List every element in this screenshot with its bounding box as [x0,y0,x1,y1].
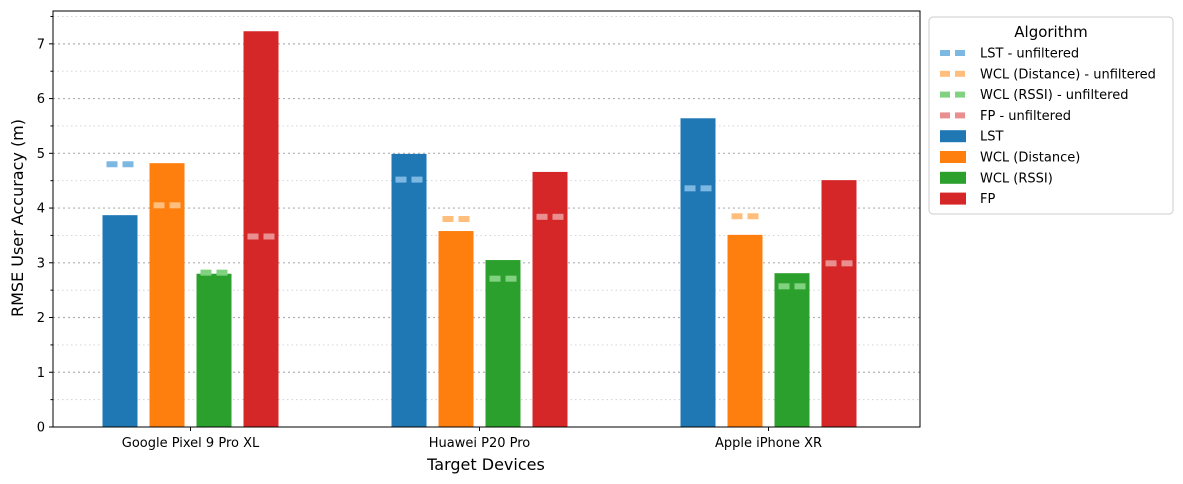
y-axis: 0 1 2 3 4 5 6 7 [37,15,53,436]
y-tick-label: 2 [37,311,45,326]
legend-box [928,16,1174,215]
bar [485,260,521,427]
legend-item: FP - unfiltered [940,109,1071,124]
bar [102,215,138,427]
legend-label: WCL (RSSI) [980,171,1053,186]
legend-item: WCL (RSSI) - unfiltered [940,88,1128,103]
legend-label: FP [980,192,995,207]
bar [727,234,763,427]
legend-item: LST - unfiltered [940,47,1079,62]
bar [680,118,716,427]
y-axis-label: RMSE User Accuracy (m) [8,119,27,317]
x-tick-label: Apple iPhone XR [715,436,822,451]
y-tick-label: 0 [37,421,45,436]
y-tick-label: 4 [37,202,45,217]
legend-label: FP - unfiltered [980,109,1071,124]
x-axis: Google Pixel 9 Pro XL Huawei P20 Pro Apple… [122,427,822,451]
legend-item: WCL (Distance) - unfiltered [940,67,1156,82]
y-tick-label: 1 [37,366,45,381]
bar [532,171,568,427]
y-tick-label: 5 [37,147,45,162]
bar [438,231,474,427]
bars [102,31,857,428]
bar [391,153,427,427]
legend-label: LST [980,130,1003,145]
x-tick-label: Google Pixel 9 Pro XL [122,436,260,451]
y-tick-label: 6 [37,92,45,107]
legend-label: WCL (RSSI) - unfiltered [980,88,1128,103]
legend-title: Algorithm [1014,23,1087,41]
unfiltered-markers [106,161,853,290]
legend-item: WCL (RSSI) [940,171,1053,186]
bar [243,31,279,428]
x-tick-label: Huawei P20 Pro [429,436,531,451]
y-tick-label: 7 [37,37,45,52]
legend-label: WCL (Distance) [980,151,1080,166]
legend-label: WCL (Distance) - unfiltered [980,67,1156,82]
legend-item: WCL (Distance) [940,151,1080,166]
bar [821,180,857,427]
legend-item: LST [940,130,1003,145]
legend: Algorithm LST - unfiltered WCL (Distance) … [928,16,1174,215]
bar [774,273,810,427]
bar [196,273,232,427]
x-axis-label: Target Devices [426,455,545,474]
y-tick-label: 3 [37,256,45,271]
legend-label: LST - unfiltered [980,47,1079,62]
legend-item: FP [940,192,995,207]
plot-frame [52,10,921,428]
